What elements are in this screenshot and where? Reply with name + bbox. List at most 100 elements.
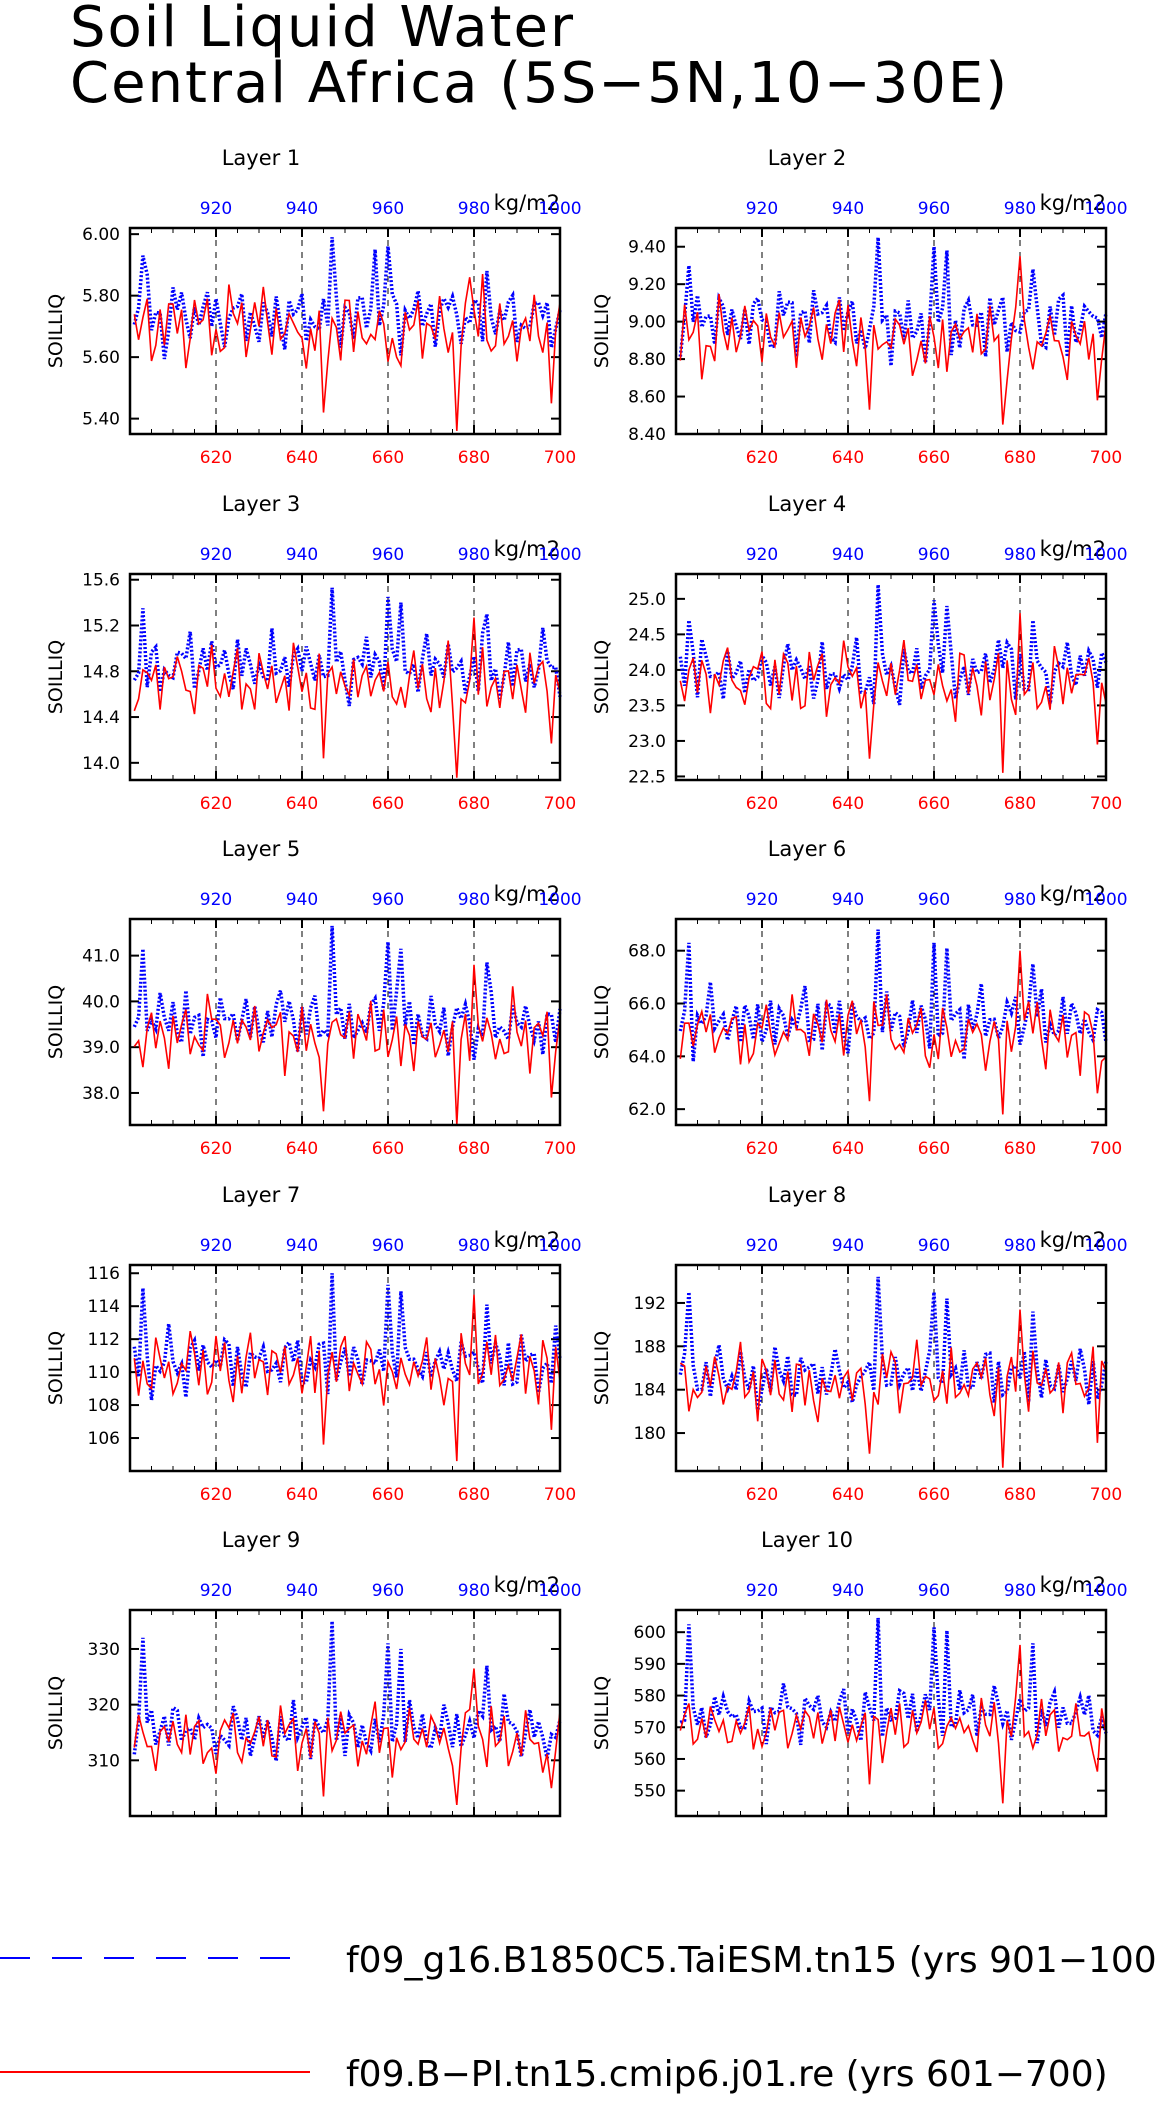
panel6-units: kg/m2	[1040, 882, 1106, 906]
panel10-ytick-label: 600	[634, 1623, 666, 1643]
panel4-title: Layer 4	[768, 492, 847, 516]
panel8-ylabel: SOILLIQ	[591, 1331, 613, 1405]
panel8-xtick-label-top: 960	[918, 1236, 950, 1256]
panel3-xtick-label-bottom: 700	[544, 794, 576, 814]
panel7-frame	[128, 1263, 562, 1473]
panel4-xtick-label-bottom: 700	[1090, 794, 1122, 814]
panel10-xtick-label-top: 980	[1004, 1581, 1036, 1601]
panel8-xtick-label-top: 980	[1004, 1236, 1036, 1256]
panel3-xtick-label-top: 980	[458, 545, 490, 565]
panel6-xtick-label-bottom: 640	[832, 1139, 864, 1159]
panel8-xtick-label-top: 920	[746, 1236, 778, 1256]
panel5-series-a-line	[132, 925, 562, 1060]
panel1-xtick-label-top: 1000	[538, 199, 581, 219]
panel1-units: kg/m2	[494, 191, 560, 215]
panel5-ytick-label: 40.0	[82, 992, 120, 1012]
panel6-xtick-label-top: 940	[832, 890, 864, 910]
legend-label-series-b: f09.B−PI.tn15.cmip6.j01.re (yrs 601−700)	[346, 2054, 1108, 2095]
panel5-xtick-label-bottom: 660	[372, 1139, 404, 1159]
panel2-xtick-label-bottom: 660	[918, 448, 950, 468]
panel10-series-a-line	[679, 1617, 1108, 1746]
panel9-xtick-label-top: 940	[286, 1581, 318, 1601]
panel3-ytick-label: 15.6	[82, 571, 120, 591]
panel1-xtick-label-top: 940	[286, 199, 318, 219]
panel7-xtick-label-top: 980	[458, 1236, 490, 1256]
panel8-ytick-label: 180	[634, 1424, 666, 1444]
panel5-units: kg/m2	[494, 882, 560, 906]
panel6-xtick-label-bottom: 660	[918, 1139, 950, 1159]
panel5-xtick-label-bottom: 640	[286, 1139, 318, 1159]
panel10-series-b-line	[679, 1644, 1107, 1804]
panel8-ytick-label: 184	[634, 1381, 666, 1401]
panel3-frame	[128, 572, 562, 782]
panel7-xtick-label-bottom: 640	[286, 1485, 318, 1505]
panel6-xtick-label-top: 1000	[1084, 890, 1127, 910]
panel4-ytick-label: 23.0	[628, 732, 666, 752]
panel10-title: Layer 10	[761, 1528, 853, 1552]
panel8-xtick-label-bottom: 700	[1090, 1485, 1122, 1505]
panel10-frame	[674, 1608, 1108, 1818]
panel1-xtick-label-bottom: 640	[286, 448, 318, 468]
panel1-xtick-label-bottom: 620	[200, 448, 232, 468]
panel10-xtick-label-top: 960	[918, 1581, 950, 1601]
panel7-xtick-label-bottom: 700	[544, 1485, 576, 1505]
panel6-xtick-label-bottom: 620	[746, 1139, 778, 1159]
panel4-xtick-label-bottom: 660	[918, 794, 950, 814]
panel4-units: kg/m2	[1040, 537, 1106, 561]
panel8-units: kg/m2	[1040, 1228, 1106, 1252]
panel9-xtick-label-top: 980	[458, 1581, 490, 1601]
panel4-xtick-label-bottom: 620	[746, 794, 778, 814]
panel5-frame	[128, 917, 562, 1127]
panel2-ytick-label: 9.00	[628, 313, 666, 333]
panel6-title: Layer 6	[768, 837, 847, 861]
panel2-ylabel: SOILLIQ	[591, 294, 613, 368]
legend-label-series-a: f09_g16.B1850C5.TaiESM.tn15 (yrs 901−100…	[346, 1940, 1156, 1981]
panel3-xtick-label-top: 940	[286, 545, 318, 565]
panel1-xtick-label-top: 920	[200, 199, 232, 219]
panel6-ytick-label: 68.0	[628, 942, 666, 962]
panel5-xtick-label-top: 980	[458, 890, 490, 910]
panel3-xtick-label-bottom: 620	[200, 794, 232, 814]
panel2-xtick-label-top: 940	[832, 199, 864, 219]
panel1-xtick-label-bottom: 660	[372, 448, 404, 468]
panel4-xtick-label-top: 1000	[1084, 545, 1127, 565]
panel1-xtick-label-bottom: 700	[544, 448, 576, 468]
panel7-ytick-label: 112	[88, 1330, 120, 1350]
panel2-xtick-label-bottom: 680	[1004, 448, 1036, 468]
panel7-xtick-label-bottom: 680	[458, 1485, 490, 1505]
panel9-ytick-label: 330	[88, 1640, 120, 1660]
panel10-units: kg/m2	[1040, 1573, 1106, 1597]
panel8-xtick-label-bottom: 620	[746, 1485, 778, 1505]
panel2-ytick-label: 8.80	[628, 350, 666, 370]
panel5-ytick-label: 38.0	[82, 1084, 120, 1104]
panel4-ytick-label: 24.0	[628, 661, 666, 681]
panel1-series-b-line	[133, 274, 561, 431]
panel2-series-a-line	[678, 237, 1108, 367]
panel4-xtick-label-top: 920	[746, 545, 778, 565]
panel10-ytick-label: 580	[634, 1687, 666, 1707]
panel1-xtick-label-top: 960	[372, 199, 404, 219]
panel2-ytick-label: 9.20	[628, 275, 666, 295]
panel7-xtick-label-top: 960	[372, 1236, 404, 1256]
panel10-xtick-label-top: 940	[832, 1581, 864, 1601]
panel5-ytick-label: 39.0	[82, 1038, 120, 1058]
panel9-units: kg/m2	[494, 1573, 560, 1597]
panel7-series-b-line	[133, 1294, 561, 1462]
panel9-ytick-label: 310	[88, 1751, 120, 1771]
panel10-ytick-label: 590	[634, 1655, 666, 1675]
panel10-xtick-label-top: 1000	[1084, 1581, 1127, 1601]
panel6-ylabel: SOILLIQ	[591, 985, 613, 1059]
panel7-ytick-label: 116	[88, 1264, 120, 1284]
panel5-xtick-label-top: 1000	[538, 890, 581, 910]
panel4-xtick-label-top: 980	[1004, 545, 1036, 565]
panel7-ytick-label: 110	[88, 1363, 120, 1383]
panel6-ytick-label: 64.0	[628, 1047, 666, 1067]
panel1-xtick-label-top: 980	[458, 199, 490, 219]
panel2-units: kg/m2	[1040, 191, 1106, 215]
panel9-series-a-line	[132, 1621, 562, 1762]
panel4-series-a-line	[678, 584, 1108, 706]
panel5-xtick-label-top: 920	[200, 890, 232, 910]
panel7-ytick-label: 114	[88, 1297, 120, 1317]
panel1-ytick-label: 6.00	[82, 225, 120, 245]
panel1-xtick-label-bottom: 680	[458, 448, 490, 468]
